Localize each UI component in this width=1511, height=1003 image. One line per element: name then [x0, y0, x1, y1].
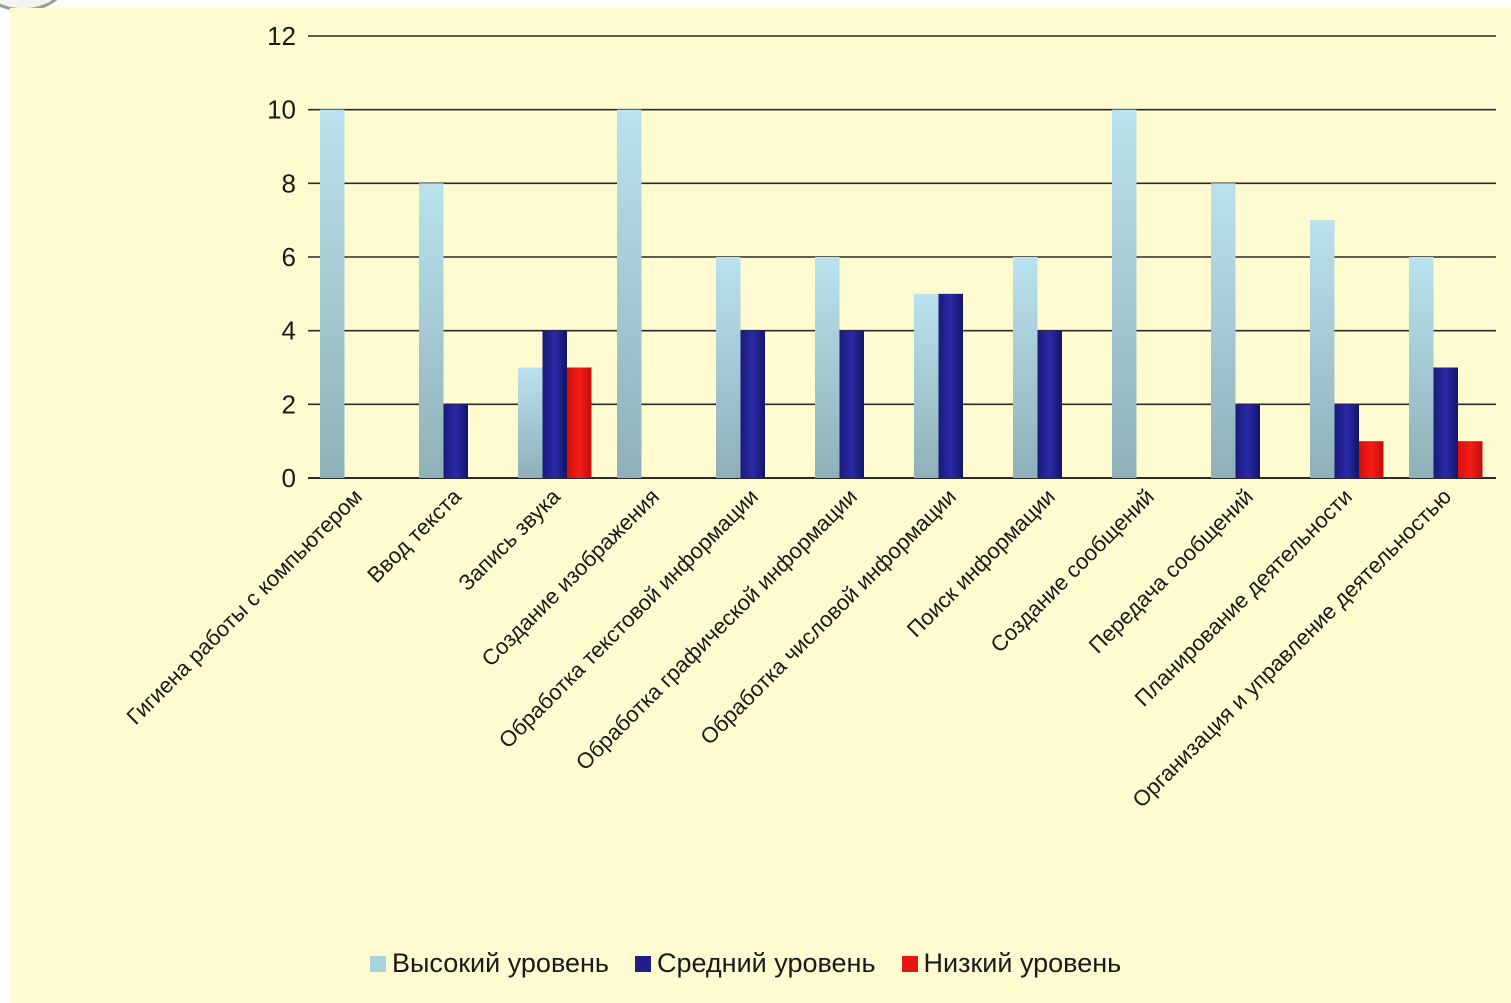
bar-mid — [1334, 404, 1359, 478]
y-tick-label: 10 — [267, 95, 296, 125]
bar-high — [815, 257, 840, 478]
bar-low — [1359, 441, 1384, 478]
bar-mid — [839, 330, 864, 478]
bar-high — [518, 367, 543, 478]
y-axis-ticks: 0 2 4 6 8 10 12 — [267, 21, 296, 493]
bar-high — [914, 293, 939, 478]
bar-mid — [1235, 404, 1260, 478]
bar-high — [320, 109, 345, 479]
y-tick-label: 6 — [282, 242, 296, 272]
chart-panel — [10, 8, 1511, 1003]
legend-item-low: Низкий уровень — [901, 948, 1122, 979]
bar-high — [716, 257, 741, 478]
bar-high — [1310, 220, 1335, 478]
y-tick-label: 2 — [282, 389, 296, 419]
bar-high — [1409, 257, 1434, 478]
bar-low — [567, 367, 592, 478]
legend-label-high: Высокий уровень — [392, 948, 609, 978]
legend-swatch-low — [901, 955, 918, 972]
bar-low — [1458, 441, 1483, 478]
bar-mid — [938, 293, 963, 478]
legend: Высокий уровень Средний уровень Низкий у… — [370, 948, 1121, 979]
bars — [320, 109, 1483, 479]
bar-high — [617, 109, 642, 479]
bar-mid — [1037, 330, 1062, 478]
x-tick-label: Планирование деятельности — [1130, 484, 1357, 711]
bar-high — [419, 183, 444, 479]
legend-label-mid: Средний уровень — [656, 948, 876, 978]
bar-high — [1013, 257, 1038, 478]
legend-swatch-high — [370, 955, 386, 972]
legend-item-mid: Средний уровень — [634, 948, 876, 979]
y-tick-label: 12 — [267, 21, 296, 51]
gridlines — [308, 35, 1496, 479]
bar-high — [1211, 183, 1236, 479]
y-tick-label: 8 — [282, 168, 296, 198]
x-tick-label: Создание изображения — [477, 484, 664, 671]
bar-mid — [1433, 367, 1458, 478]
x-tick-label: Гигиена работы с компьютером — [122, 484, 368, 730]
legend-item-high: Высокий уровень — [370, 948, 609, 979]
x-tick-label: Ввод текста — [362, 483, 466, 587]
bar-mid — [740, 330, 765, 478]
bar-high — [1112, 109, 1137, 479]
bar-mid — [443, 404, 468, 478]
x-tick-label: Запись звука — [453, 483, 565, 595]
legend-swatch-mid — [634, 955, 651, 972]
y-tick-label: 4 — [282, 316, 296, 346]
legend-label-low: Низкий уровень — [923, 948, 1122, 978]
y-tick-label: 0 — [282, 463, 296, 493]
x-tick-label: Передача сообщений — [1084, 484, 1258, 658]
x-tick-label: Создание сообщений — [985, 484, 1159, 658]
bar-mid — [542, 330, 567, 478]
